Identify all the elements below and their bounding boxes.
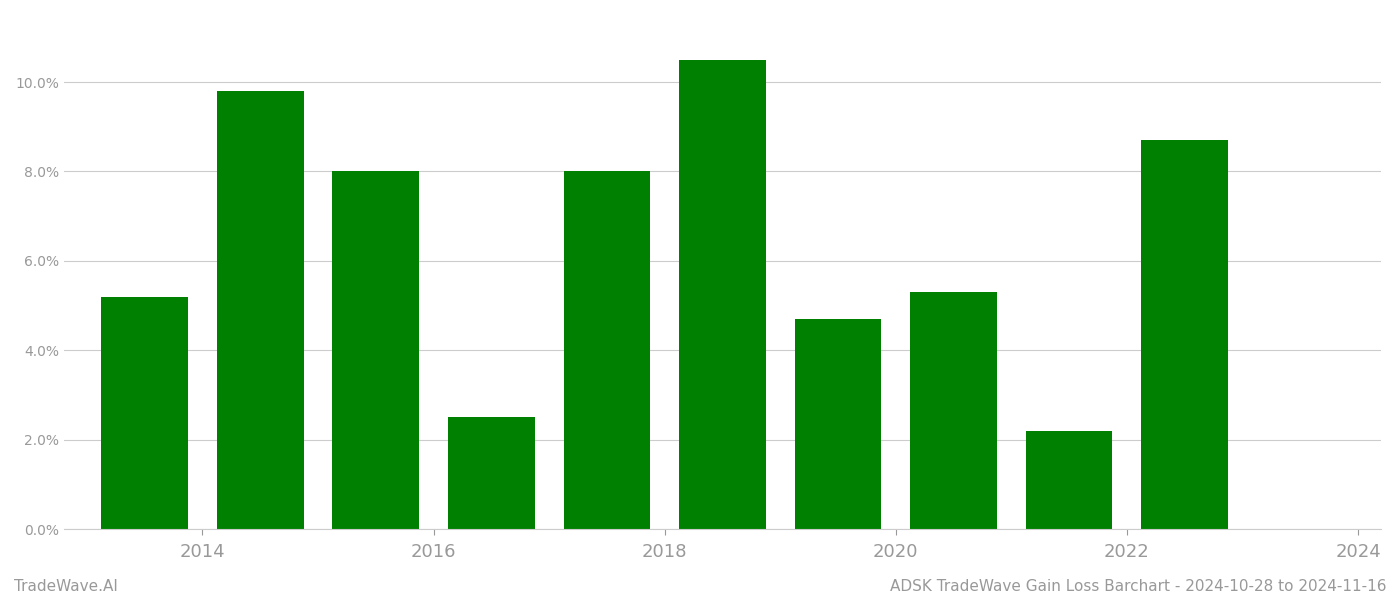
Bar bbox=[332, 172, 419, 529]
Bar bbox=[795, 319, 882, 529]
Bar bbox=[217, 91, 304, 529]
Bar bbox=[448, 418, 535, 529]
Text: TradeWave.AI: TradeWave.AI bbox=[14, 579, 118, 594]
Bar bbox=[679, 60, 766, 529]
Bar bbox=[564, 172, 650, 529]
Bar bbox=[910, 292, 997, 529]
Text: ADSK TradeWave Gain Loss Barchart - 2024-10-28 to 2024-11-16: ADSK TradeWave Gain Loss Barchart - 2024… bbox=[889, 579, 1386, 594]
Bar bbox=[101, 296, 188, 529]
Bar bbox=[1026, 431, 1113, 529]
Bar bbox=[1141, 140, 1228, 529]
